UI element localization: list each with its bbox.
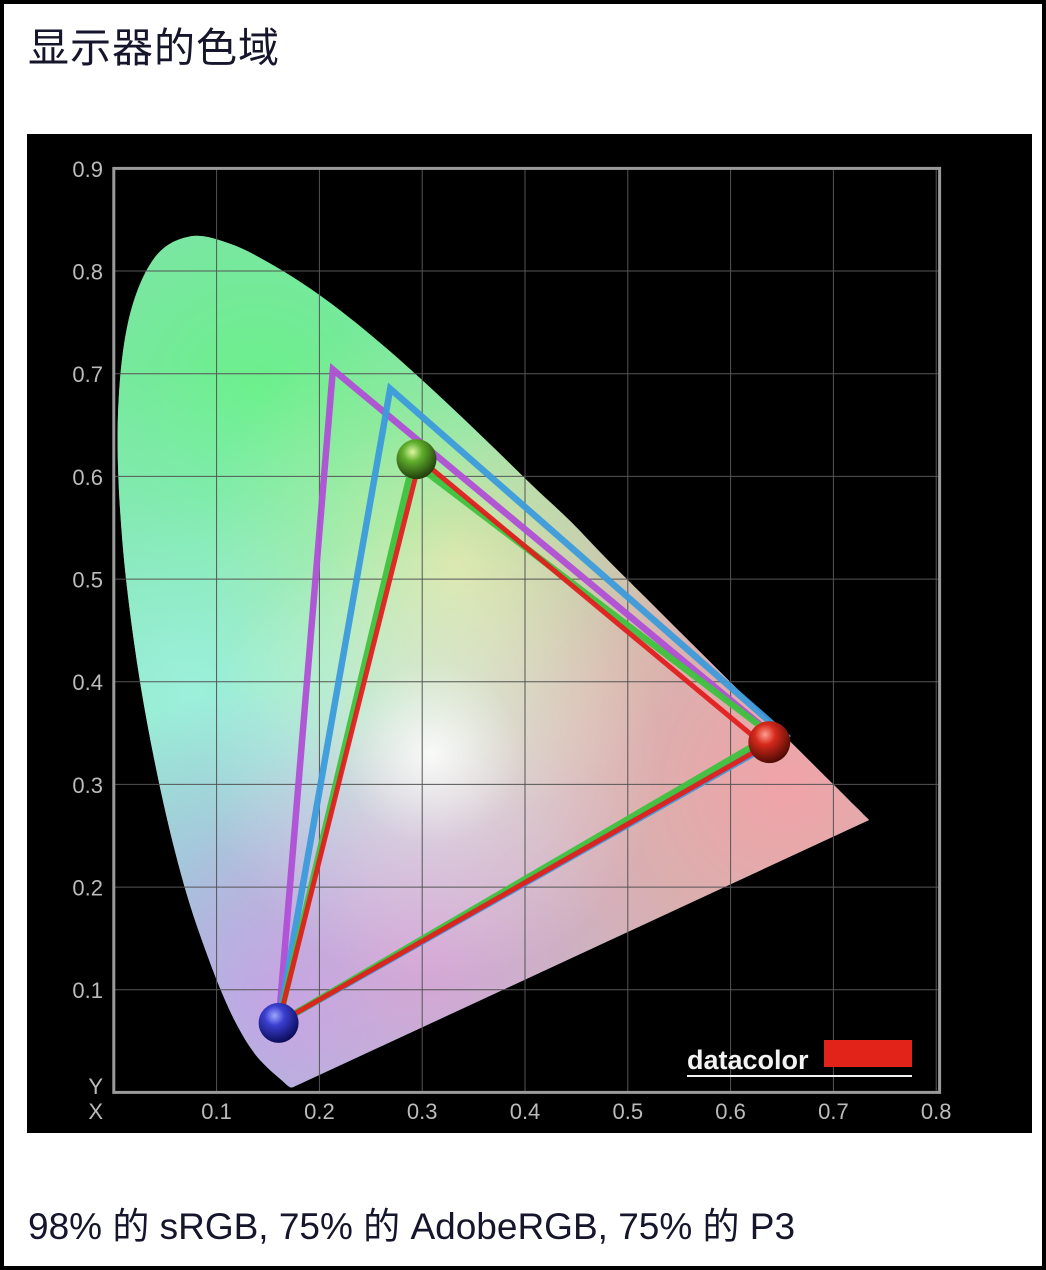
svg-text:0.3: 0.3 [72, 773, 103, 798]
svg-text:0.5: 0.5 [72, 568, 103, 593]
svg-text:0.9: 0.9 [72, 157, 103, 182]
svg-text:0.5: 0.5 [613, 1099, 644, 1124]
svg-text:datacolor: datacolor [687, 1045, 809, 1075]
svg-text:0.1: 0.1 [72, 978, 103, 1003]
svg-text:0.8: 0.8 [72, 260, 103, 285]
svg-text:0.2: 0.2 [72, 876, 103, 901]
svg-text:0.1: 0.1 [201, 1099, 232, 1124]
svg-text:Y: Y [88, 1074, 103, 1099]
svg-text:0.3: 0.3 [407, 1099, 438, 1124]
svg-text:0.7: 0.7 [72, 362, 103, 387]
svg-text:0.2: 0.2 [304, 1099, 335, 1124]
svg-text:X: X [88, 1099, 103, 1124]
svg-text:0.6: 0.6 [72, 465, 103, 490]
svg-text:0.6: 0.6 [715, 1099, 746, 1124]
svg-text:0.4: 0.4 [72, 670, 103, 695]
svg-text:0.7: 0.7 [818, 1099, 849, 1124]
svg-text:0.8: 0.8 [921, 1099, 952, 1124]
svg-text:0.4: 0.4 [510, 1099, 541, 1124]
